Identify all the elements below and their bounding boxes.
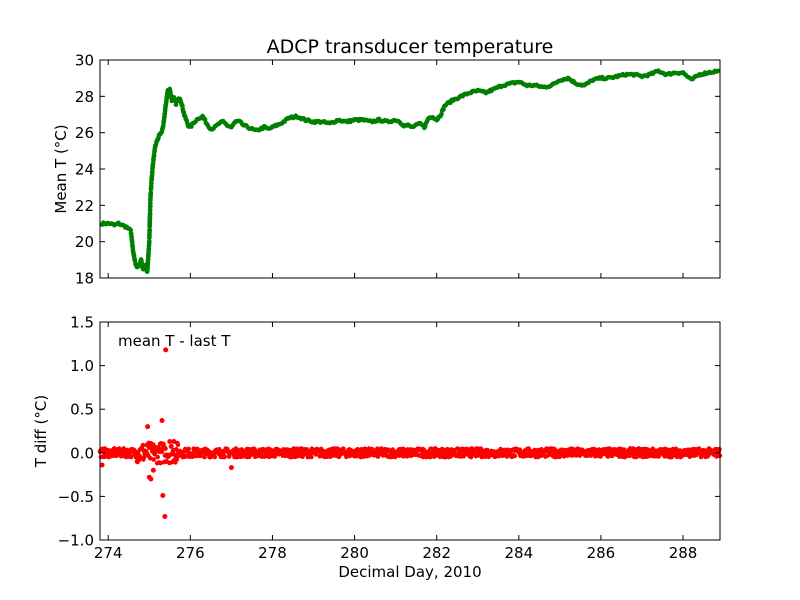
top-data-point	[715, 68, 721, 74]
bottom-xtick-label: 274	[94, 544, 123, 562]
bottom-outlier-point	[160, 493, 166, 499]
bottom-outlier-point	[171, 438, 177, 444]
bottom-data-point	[309, 454, 314, 460]
bottom-outlier-point	[150, 467, 156, 473]
chart-title: ADCP transducer temperature	[267, 36, 554, 58]
bottom-ytick-label: 1.0	[70, 357, 94, 375]
bottom-data-point	[216, 446, 222, 452]
bottom-outlier-point	[159, 418, 165, 424]
bottom-data-point	[147, 455, 153, 461]
bottom-outlier-point	[99, 462, 105, 468]
top-ytick-label: 22	[75, 197, 94, 215]
bottom-data-point	[186, 446, 191, 452]
bottom-data-point	[328, 454, 333, 459]
bottom-data-point	[512, 453, 518, 459]
bottom-data-point	[717, 446, 722, 452]
bottom-outlier-point	[163, 347, 169, 353]
bottom-annotation: mean T - last T	[118, 332, 231, 350]
bottom-data-point	[526, 446, 531, 451]
bottom-ylabel: T diff (°C)	[32, 395, 50, 468]
top-ytick-label: 28	[75, 88, 94, 106]
bottom-outlier-point	[162, 513, 168, 519]
top-ytick-label: 30	[75, 52, 94, 70]
top-ytick-label: 24	[75, 161, 94, 179]
bottom-outlier-point	[228, 465, 234, 471]
bottom-ytick-label: 0.0	[70, 444, 94, 462]
bottom-xtick-label: 282	[422, 544, 451, 562]
bottom-data-point	[155, 454, 160, 460]
bottom-data-point	[212, 454, 218, 460]
bottom-xtick-label: 286	[587, 544, 616, 562]
top-plot-frame	[99, 59, 721, 279]
bottom-xtick-label: 284	[504, 544, 533, 562]
bottom-data-point	[174, 457, 180, 462]
bottom-data-point	[121, 446, 126, 451]
bottom-plot-frame	[99, 321, 721, 541]
top-ytick-label: 18	[75, 270, 94, 288]
bottom-ytick-label: −0.5	[58, 488, 94, 506]
bottom-data-point	[152, 451, 157, 457]
bottom-data-point	[140, 442, 146, 448]
bottom-xtick-label: 278	[258, 544, 287, 562]
bottom-xlabel: Decimal Day, 2010	[338, 563, 481, 581]
bottom-xtick-label: 276	[176, 544, 205, 562]
bottom-ytick-label: 1.5	[70, 314, 94, 332]
top-plot: 18 20 22 24 26 28 30 Mean T (°C)	[52, 52, 721, 288]
bottom-data-point	[128, 454, 134, 460]
bottom-ytick-label: −1.0	[58, 532, 94, 550]
top-ylabel: Mean T (°C)	[52, 124, 70, 213]
bottom-data-point	[158, 460, 163, 466]
bottom-data-point	[465, 447, 471, 452]
top-data-point	[202, 117, 208, 122]
top-ytick-label: 20	[75, 233, 94, 251]
top-data-point	[147, 238, 152, 244]
bottom-data-point	[222, 454, 227, 460]
bottom-outlier-point	[148, 476, 154, 482]
bottom-data-point	[175, 442, 181, 448]
top-data-point	[147, 227, 152, 233]
bottom-xtick-label: 288	[669, 544, 698, 562]
top-points	[99, 68, 721, 275]
top-data-point	[148, 184, 154, 189]
bottom-data-point	[677, 448, 683, 453]
bottom-data-point	[169, 443, 174, 449]
bottom-data-point	[151, 457, 157, 462]
bottom-outlier-point	[145, 424, 151, 430]
bottom-data-point	[155, 445, 161, 450]
bottom-data-point	[233, 446, 239, 451]
bottom-plot: −1.0 −0.5 0.0 0.5 1.0 1.5 274 276 278 280 282 284 2…	[32, 314, 723, 581]
top-ytick-label: 26	[75, 124, 94, 142]
bottom-outlier-point	[167, 438, 173, 444]
bottom-xtick-label: 280	[340, 544, 369, 562]
bottom-data-point	[163, 446, 168, 451]
bottom-data-point	[159, 449, 165, 455]
top-data-point	[151, 153, 157, 158]
top-data-point	[149, 181, 154, 186]
bottom-points	[97, 347, 723, 519]
top-data-point	[148, 190, 154, 196]
bottom-ytick-label: 0.5	[70, 401, 94, 419]
